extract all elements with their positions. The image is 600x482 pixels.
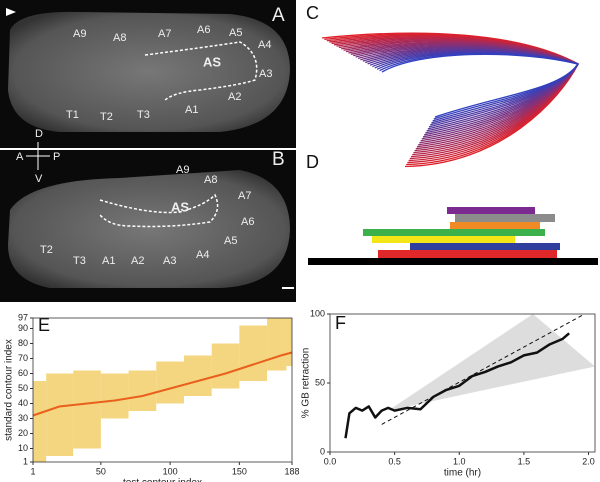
y-tick-label: 40 [18,398,28,408]
x-tick-label: 100 [163,466,178,476]
segment-label: A4 [258,39,271,51]
x-tick-label: 50 [96,466,106,476]
y-tick-label: 20 [18,428,28,438]
y-tick-label: 97 [18,312,28,322]
y-tick-label: 80 [18,338,28,348]
timeline-bars [308,207,598,265]
range-band [46,373,74,456]
x-tick-label: 1.5 [518,456,531,466]
y-axis-title: standard contour index [4,339,15,441]
range-band [267,318,287,371]
range-band [211,343,240,389]
y-tick-label: 30 [18,413,28,423]
timeline-bar [455,214,555,222]
embryo-a [8,11,290,132]
timeline-bar [378,250,557,258]
segment-label: A5 [229,27,242,39]
segment-label: A9 [176,164,189,176]
y-tick-label: 60 [18,368,28,378]
range-band [286,318,292,366]
timeline-bar [363,229,545,236]
segment-label: A2 [228,91,241,103]
compass-label: A [16,151,24,163]
amnioserosa-outline [144,41,258,101]
x-axis-title: time (hr) [444,468,481,479]
y-tick-label: 50 [315,377,325,387]
amnioserosa-label: AS [203,54,221,69]
segment-label: A9 [73,28,86,40]
range-band [156,361,184,404]
segment-label: T2 [100,111,113,123]
segment-label: A8 [113,32,126,44]
plot-frame [32,317,293,463]
segment-label: A4 [196,249,209,261]
panel-letter: A [272,5,285,26]
data-line [344,332,570,439]
x-tick-label: 188 [284,466,299,476]
contour [381,53,580,118]
x-tick-label: 0.5 [388,456,401,466]
y-tick-label: 100 [310,308,325,318]
timeline-bar [447,207,535,214]
fit-line [381,313,585,425]
panel-letter: E [38,315,50,335]
segment-label: T2 [40,244,53,256]
compass-label: V [35,173,43,185]
range-band [73,370,101,449]
median-line [32,351,293,417]
segment-label: A6 [241,216,254,228]
contour [372,50,580,126]
arrowhead [6,8,16,16]
y-tick-label: 50 [18,383,28,393]
amnioserosa-label: AS [171,199,189,214]
y-axis-title: % GB retraction [301,348,312,419]
segment-label: T1 [66,109,79,121]
amnioserosa-outline [99,193,219,228]
panel-letter: F [335,313,346,333]
segment-label: A1 [102,255,115,267]
y-tick-label: 90 [18,323,28,333]
segment-label: A8 [204,174,217,186]
y-tick-label: 0 [320,446,325,456]
x-axis-title: test contour index [123,478,202,482]
x-tick-label: 1.0 [453,456,466,466]
panel-letter: D [306,152,319,172]
segment-label: A3 [259,68,272,80]
segment-label: A7 [158,28,171,40]
segment-label: A5 [224,235,237,247]
panel-letter: B [272,149,285,170]
timeline-bar [450,222,540,229]
segment-label: T3 [73,255,86,267]
timeline-bar [308,258,598,265]
x-tick-label: 150 [232,466,247,476]
compass-label: P [53,151,60,163]
y-tick-label: 70 [18,353,28,363]
segment-label: A6 [197,24,210,36]
timeline-bar [410,243,560,250]
segment-label: A7 [238,190,251,202]
y-tick-label: 1 [23,456,28,466]
timeline-bar [372,236,515,243]
confidence-cone [388,314,595,411]
x-tick-label: 1 [30,466,35,476]
range-band [128,370,157,411]
range-band [33,381,47,462]
x-tick-label: 0.0 [324,456,337,466]
range-band [183,355,212,396]
y-tick-label: 10 [18,443,28,453]
range-band [239,325,268,381]
segment-label: A2 [131,255,144,267]
panel-letter: C [306,3,319,23]
segment-label: A1 [185,104,198,116]
contour-overlay [321,32,580,168]
compass-label: D [35,128,43,140]
x-tick-label: 2.0 [582,456,595,466]
embryo-b [8,170,290,288]
range-band [100,373,129,419]
segment-label: T3 [137,109,150,121]
segment-label: A3 [163,255,176,267]
